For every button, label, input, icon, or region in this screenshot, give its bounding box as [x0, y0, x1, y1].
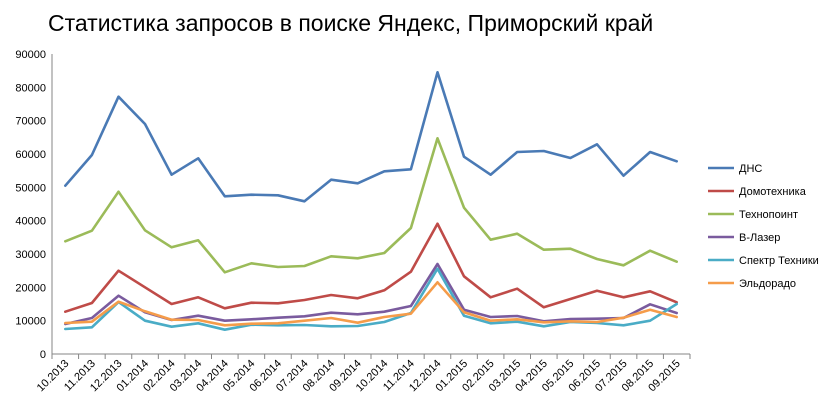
- y-tick-label: 50000: [15, 182, 46, 194]
- y-tick-label: 60000: [15, 149, 46, 161]
- legend-entry: Спектр Техники: [739, 255, 819, 267]
- series-line-3: [64, 137, 679, 274]
- legend-entry: Технопоинт: [739, 209, 798, 221]
- y-tick-label: 20000: [15, 282, 46, 294]
- legend-entry: Домотехника: [739, 186, 807, 198]
- y-tick-label: 40000: [15, 216, 46, 228]
- y-tick-label: 0: [40, 349, 46, 361]
- y-tick-label: 80000: [15, 82, 46, 94]
- legend-entry: В-Лазер: [739, 232, 780, 244]
- y-tick-label: 30000: [15, 249, 46, 261]
- y-tick-label: 90000: [15, 49, 46, 61]
- legend-entry: Эльдорадо: [739, 278, 796, 290]
- y-tick-label: 10000: [15, 316, 46, 328]
- chart-title: Статистика запросов в поиске Яндекс, При…: [48, 10, 654, 36]
- series-line-6: [64, 280, 679, 327]
- legend-entry: ДНС: [739, 163, 762, 175]
- series-line-2: [64, 222, 679, 314]
- y-tick-label: 70000: [15, 116, 46, 128]
- series-line-1: [64, 71, 679, 203]
